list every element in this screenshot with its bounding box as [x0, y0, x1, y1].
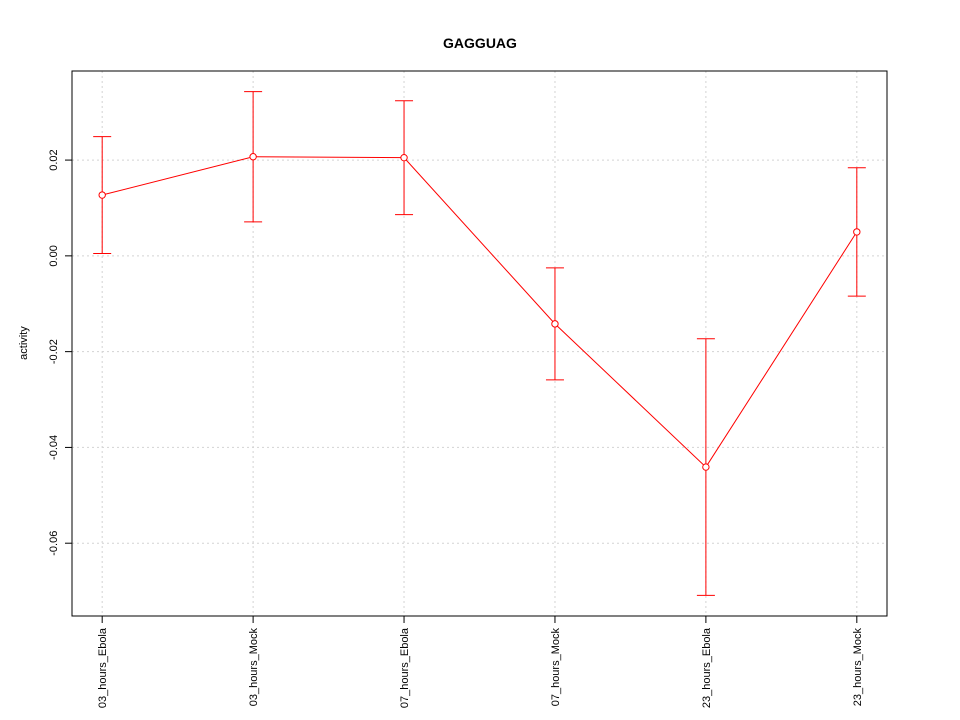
- y-tick-label: -0.04: [48, 435, 60, 460]
- point: [551, 320, 559, 328]
- point: [853, 228, 861, 236]
- x-tick-label: 07_hours_Mock: [550, 628, 562, 707]
- plot-frame: [71, 70, 888, 617]
- x-tick-label: 23_hours_Mock: [852, 628, 864, 707]
- point: [98, 191, 106, 199]
- point: [400, 153, 408, 162]
- chart-title: GAGGUAG: [443, 35, 517, 51]
- x-tick-label: 07_hours_Ebola: [399, 627, 411, 708]
- y-tick-label: 0.00: [48, 245, 60, 266]
- point: [249, 153, 257, 161]
- y-tick-label: 0.02: [48, 149, 60, 170]
- x-tick-label: 23_hours_Ebola: [701, 627, 713, 708]
- x-tick-label: 03_hours_Ebola: [97, 627, 109, 708]
- y-tick-label: -0.06: [48, 531, 60, 556]
- series-line: [102, 156, 858, 468]
- y-tick-label: -0.02: [48, 339, 60, 364]
- y-axis-label: activity: [18, 326, 30, 360]
- x-tick-label: 03_hours_Mock: [248, 628, 260, 707]
- point: [702, 463, 710, 471]
